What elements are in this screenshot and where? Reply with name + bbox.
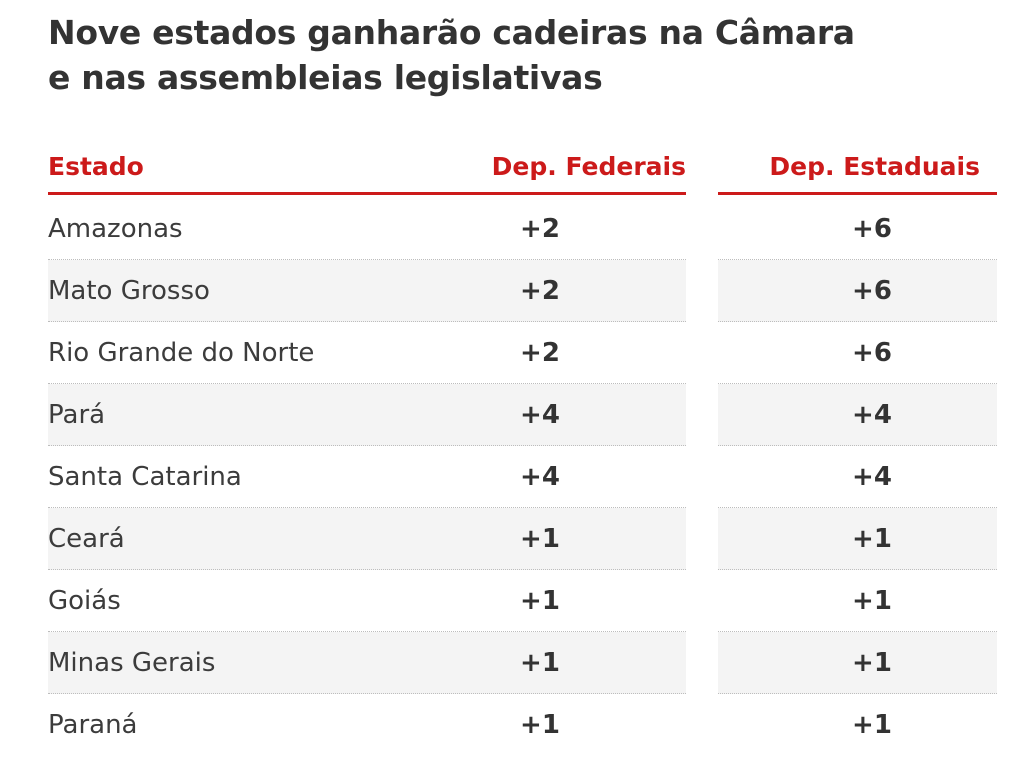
cell-dep-federais: +1	[520, 586, 560, 616]
row-separator-left	[48, 507, 686, 508]
row-background-left	[48, 260, 686, 322]
cell-dep-estaduais: +1	[852, 524, 892, 554]
cell-dep-estaduais: +6	[852, 338, 892, 368]
cell-dep-estaduais: +4	[852, 462, 892, 492]
row-separator-right	[718, 693, 997, 694]
column-header-estado: Estado	[48, 152, 144, 181]
row-separator-right	[718, 507, 997, 508]
cell-dep-estaduais: +1	[852, 586, 892, 616]
row-background-left	[48, 384, 686, 446]
row-separator-left	[48, 383, 686, 384]
cell-dep-federais: +4	[520, 462, 560, 492]
table-row: Pará +4 +4	[0, 384, 1024, 446]
cell-dep-federais: +4	[520, 400, 560, 430]
table-row: Goiás +1 +1	[0, 570, 1024, 632]
row-separator-left	[48, 445, 686, 446]
table-row: Amazonas +2 +6	[0, 198, 1024, 260]
cell-estado: Goiás	[48, 586, 121, 616]
row-separator-left	[48, 693, 686, 694]
row-background-right	[718, 260, 997, 322]
column-header-dep-federais: Dep. Federais	[491, 152, 686, 181]
row-separator-left	[48, 259, 686, 260]
cell-dep-federais: +2	[520, 338, 560, 368]
row-background-left	[48, 632, 686, 694]
row-separator-left	[48, 569, 686, 570]
cell-estado: Minas Gerais	[48, 648, 216, 678]
cell-dep-federais: +1	[520, 648, 560, 678]
cell-dep-estaduais: +6	[852, 214, 892, 244]
cell-estado: Santa Catarina	[48, 462, 242, 492]
cell-dep-federais: +1	[520, 524, 560, 554]
cell-estado: Pará	[48, 400, 106, 430]
row-separator-right	[718, 631, 997, 632]
table-row: Mato Grosso +2 +6	[0, 260, 1024, 322]
row-separator-left	[48, 631, 686, 632]
cell-dep-federais: +2	[520, 276, 560, 306]
cell-estado: Mato Grosso	[48, 276, 210, 306]
row-background-left	[48, 508, 686, 570]
chart-title: Nove estados ganharão cadeiras na Câmara…	[48, 10, 948, 100]
header-rule-left	[48, 192, 686, 195]
cell-dep-estaduais: +4	[852, 400, 892, 430]
chart-title-line-2: e nas assembleias legislativas	[48, 58, 603, 97]
cell-estado: Ceará	[48, 524, 125, 554]
table-row: Santa Catarina +4 +4	[0, 446, 1024, 508]
cell-estado: Rio Grande do Norte	[48, 338, 315, 368]
cell-dep-estaduais: +1	[852, 710, 892, 740]
table-row: Ceará +1 +1	[0, 508, 1024, 570]
table-row: Rio Grande do Norte +2 +6	[0, 322, 1024, 384]
row-separator-left	[48, 321, 686, 322]
cell-dep-federais: +1	[520, 710, 560, 740]
header-rule-right	[718, 192, 997, 195]
row-background-right	[718, 632, 997, 694]
row-separator-right	[718, 321, 997, 322]
table-row: Minas Gerais +1 +1	[0, 632, 1024, 694]
row-background-right	[718, 384, 997, 446]
cell-dep-estaduais: +1	[852, 648, 892, 678]
row-separator-right	[718, 569, 997, 570]
cell-dep-estaduais: +6	[852, 276, 892, 306]
table-row: Paraná +1 +1	[0, 694, 1024, 756]
row-separator-right	[718, 259, 997, 260]
chart-title-line-1: Nove estados ganharão cadeiras na Câmara	[48, 13, 855, 52]
row-separator-right	[718, 445, 997, 446]
column-header-dep-estaduais: Dep. Estaduais	[769, 152, 980, 181]
cell-estado: Paraná	[48, 710, 138, 740]
row-background-right	[718, 508, 997, 570]
cell-dep-federais: +2	[520, 214, 560, 244]
cell-estado: Amazonas	[48, 214, 183, 244]
row-separator-right	[718, 383, 997, 384]
